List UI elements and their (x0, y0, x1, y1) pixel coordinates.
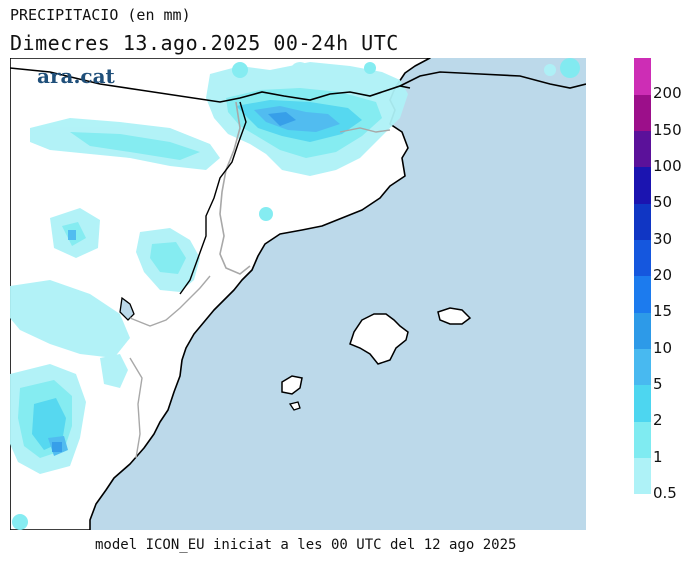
map-title: PRECIPITACIO (en mm) (10, 6, 191, 24)
regional-border (219, 101, 251, 275)
legend-label: 15 (653, 302, 673, 321)
legend-label: 10 (653, 338, 673, 357)
legend-swatch (634, 167, 651, 204)
legend-swatch (634, 457, 651, 495)
legend-swatch (634, 239, 651, 277)
map-subtitle: Dimecres 13.ago.2025 00-24h UTC (10, 31, 399, 55)
legend-label: 150 (653, 120, 682, 139)
france-coast (399, 71, 586, 89)
menorca-island (437, 307, 472, 325)
legend-swatch (634, 94, 651, 132)
ibiza-island (281, 375, 303, 395)
legend-label: 20 (653, 266, 673, 284)
legend-swatch (634, 421, 651, 459)
precipitation-layer (10, 58, 580, 530)
model-footer: model ICON_EU iniciat a les 00 UTC del 1… (95, 537, 517, 553)
legend-swatch (634, 312, 651, 350)
regional-border-inland (129, 357, 143, 459)
precipitation-map (10, 58, 586, 530)
coastal-inlet (119, 296, 135, 321)
regional-border-south (129, 275, 211, 327)
france-border (10, 67, 411, 103)
legend-swatch (634, 276, 651, 313)
legend-label: 0.5 (653, 484, 677, 502)
legend-label: 100 (653, 157, 682, 175)
autonomous-border (179, 101, 247, 295)
legend-swatch (634, 130, 651, 168)
legend-swatch (634, 348, 651, 386)
map-canvas (10, 58, 586, 530)
legend-swatch (634, 385, 651, 422)
legend-swatch (634, 58, 651, 95)
color-legend (634, 58, 651, 495)
regional-border-north (339, 127, 391, 133)
legend-label: 50 (653, 193, 673, 212)
legend-label: 200 (653, 84, 682, 103)
mallorca-island (349, 313, 409, 365)
brand-logo: ara.cat (37, 64, 115, 88)
legend-label: 1 (653, 447, 663, 466)
legend-swatch (634, 203, 651, 241)
legend-label: 5 (653, 375, 663, 393)
legend-label: 2 (653, 411, 663, 430)
legend-label: 30 (653, 229, 673, 248)
formentera-island (288, 401, 301, 411)
